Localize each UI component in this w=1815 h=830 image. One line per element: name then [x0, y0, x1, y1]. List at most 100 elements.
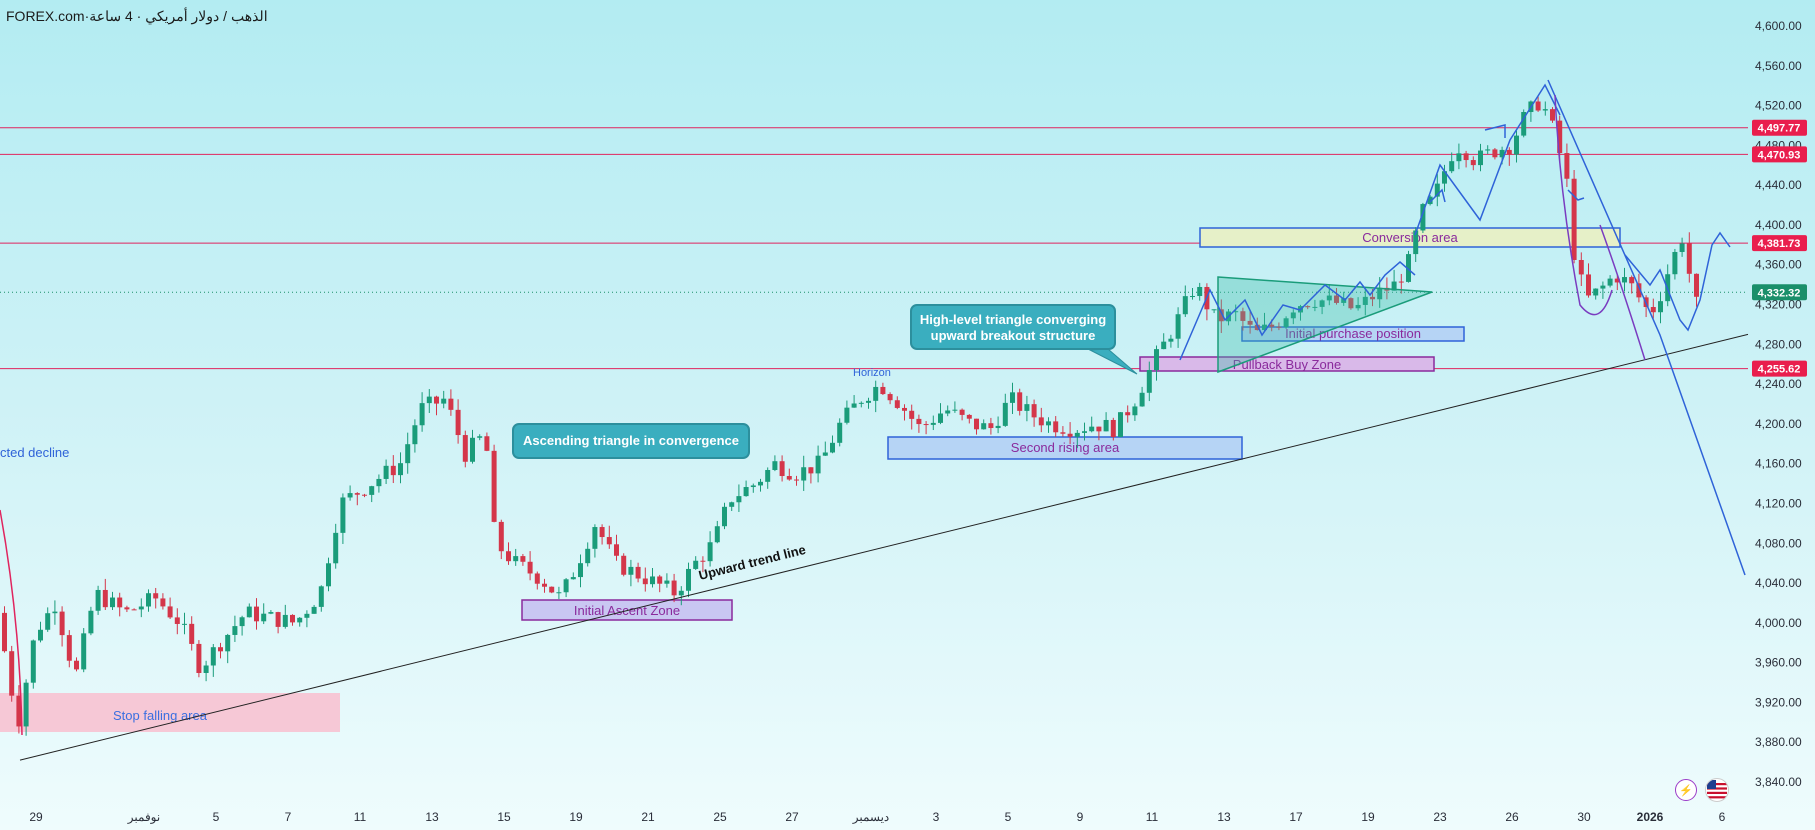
- candle: [606, 525, 612, 549]
- price-badge: 4,497.77: [1752, 119, 1807, 136]
- candle: [290, 614, 295, 626]
- candle: [491, 444, 497, 523]
- candle-body: [1269, 324, 1275, 327]
- candle: [1600, 281, 1606, 299]
- zone-rect: [1199, 227, 1621, 248]
- price-level-lines: [0, 127, 1748, 370]
- candle: [765, 467, 771, 489]
- candle-body: [110, 597, 115, 608]
- price-badge-bg: [1752, 235, 1807, 252]
- zone-rect: [1139, 356, 1435, 372]
- candle: [1262, 312, 1267, 332]
- candle-body: [1686, 243, 1692, 274]
- candle-body: [1600, 285, 1606, 289]
- candle-body: [678, 590, 684, 596]
- candle-body: [311, 606, 317, 614]
- candle: [923, 421, 929, 435]
- price-badge-label: 4,497.77: [1758, 123, 1801, 135]
- candle-body: [1470, 160, 1476, 166]
- candle: [894, 396, 900, 410]
- candle: [419, 392, 425, 432]
- candle: [1521, 109, 1527, 138]
- candle: [1571, 170, 1577, 264]
- candle-body: [484, 436, 490, 451]
- candle: [1082, 422, 1087, 441]
- zone-label: Initial purchase position: [1285, 326, 1421, 341]
- candle-body: [534, 573, 540, 584]
- candle: [304, 610, 310, 628]
- candle-body: [1110, 419, 1116, 437]
- candle-body: [1593, 288, 1599, 296]
- candle: [1492, 147, 1498, 160]
- price-badge: 4,255.62: [1752, 360, 1807, 377]
- candle: [786, 468, 792, 481]
- candle: [822, 441, 828, 456]
- price-badge-label: 4,332.32: [1758, 287, 1801, 299]
- candle-body: [470, 437, 475, 462]
- candle-body: [902, 407, 907, 411]
- purple-arc-2: [1599, 224, 1646, 361]
- time-tick-label: 7: [285, 810, 292, 824]
- candle: [563, 578, 569, 598]
- candle-body: [66, 635, 72, 661]
- candle: [1672, 248, 1678, 280]
- candle-body: [182, 623, 187, 625]
- candle-body: [1434, 183, 1440, 197]
- candle-body: [606, 537, 612, 545]
- candle-body: [1096, 426, 1102, 432]
- candle-body: [1542, 109, 1548, 111]
- candle-body: [614, 544, 619, 556]
- candle: [938, 403, 943, 425]
- candle: [434, 395, 439, 416]
- brand-logo-text: FOREX.com: [6, 8, 85, 24]
- candle-body: [1370, 296, 1375, 300]
- candle: [1542, 101, 1548, 116]
- candle: [383, 459, 389, 484]
- candle: [81, 628, 87, 673]
- candle: [815, 445, 821, 483]
- candle-body: [974, 418, 979, 430]
- candle: [1658, 291, 1663, 324]
- candle-body: [426, 396, 432, 404]
- lightning-icon[interactable]: ⚡: [1675, 779, 1697, 801]
- candle: [1593, 288, 1599, 300]
- candle-body: [347, 493, 353, 498]
- candle-body: [275, 612, 281, 627]
- candle: [1168, 334, 1174, 348]
- candle-body: [419, 403, 425, 426]
- us-flag-icon[interactable]: [1705, 778, 1729, 802]
- candle-body: [441, 398, 447, 404]
- candle: [1362, 288, 1368, 316]
- candle-body: [81, 633, 87, 670]
- time-tick-label: نوفمبر: [127, 810, 160, 824]
- falling-projection-line: [1547, 79, 1746, 576]
- candle-body: [124, 607, 130, 610]
- candle-body: [1139, 392, 1145, 407]
- candle-body: [815, 455, 821, 474]
- zone: Initial Ascent Zone: [521, 599, 733, 621]
- candle: [38, 621, 43, 643]
- candle-body: [1283, 318, 1289, 328]
- time-tick-label: 9: [1077, 810, 1084, 824]
- candle: [930, 415, 936, 431]
- candle: [952, 401, 958, 413]
- candle: [347, 485, 353, 501]
- candle: [729, 501, 735, 512]
- price-tick-label: 4,120.00: [1755, 496, 1802, 510]
- candle: [45, 607, 51, 632]
- candle: [369, 485, 375, 503]
- zone-label: Pullback Buy Zone: [1233, 357, 1341, 372]
- time-tick-label: 19: [569, 810, 583, 824]
- candle-body: [542, 583, 547, 587]
- candle-body: [1492, 149, 1498, 158]
- candle-body: [59, 611, 65, 636]
- candle-body: [2, 612, 7, 652]
- candle-body: [383, 465, 389, 479]
- candle: [837, 418, 843, 447]
- candle: [1312, 299, 1318, 312]
- upward-trend-line: [19, 333, 1749, 761]
- candle-body: [664, 580, 670, 584]
- candle: [534, 571, 540, 590]
- candle: [95, 585, 101, 615]
